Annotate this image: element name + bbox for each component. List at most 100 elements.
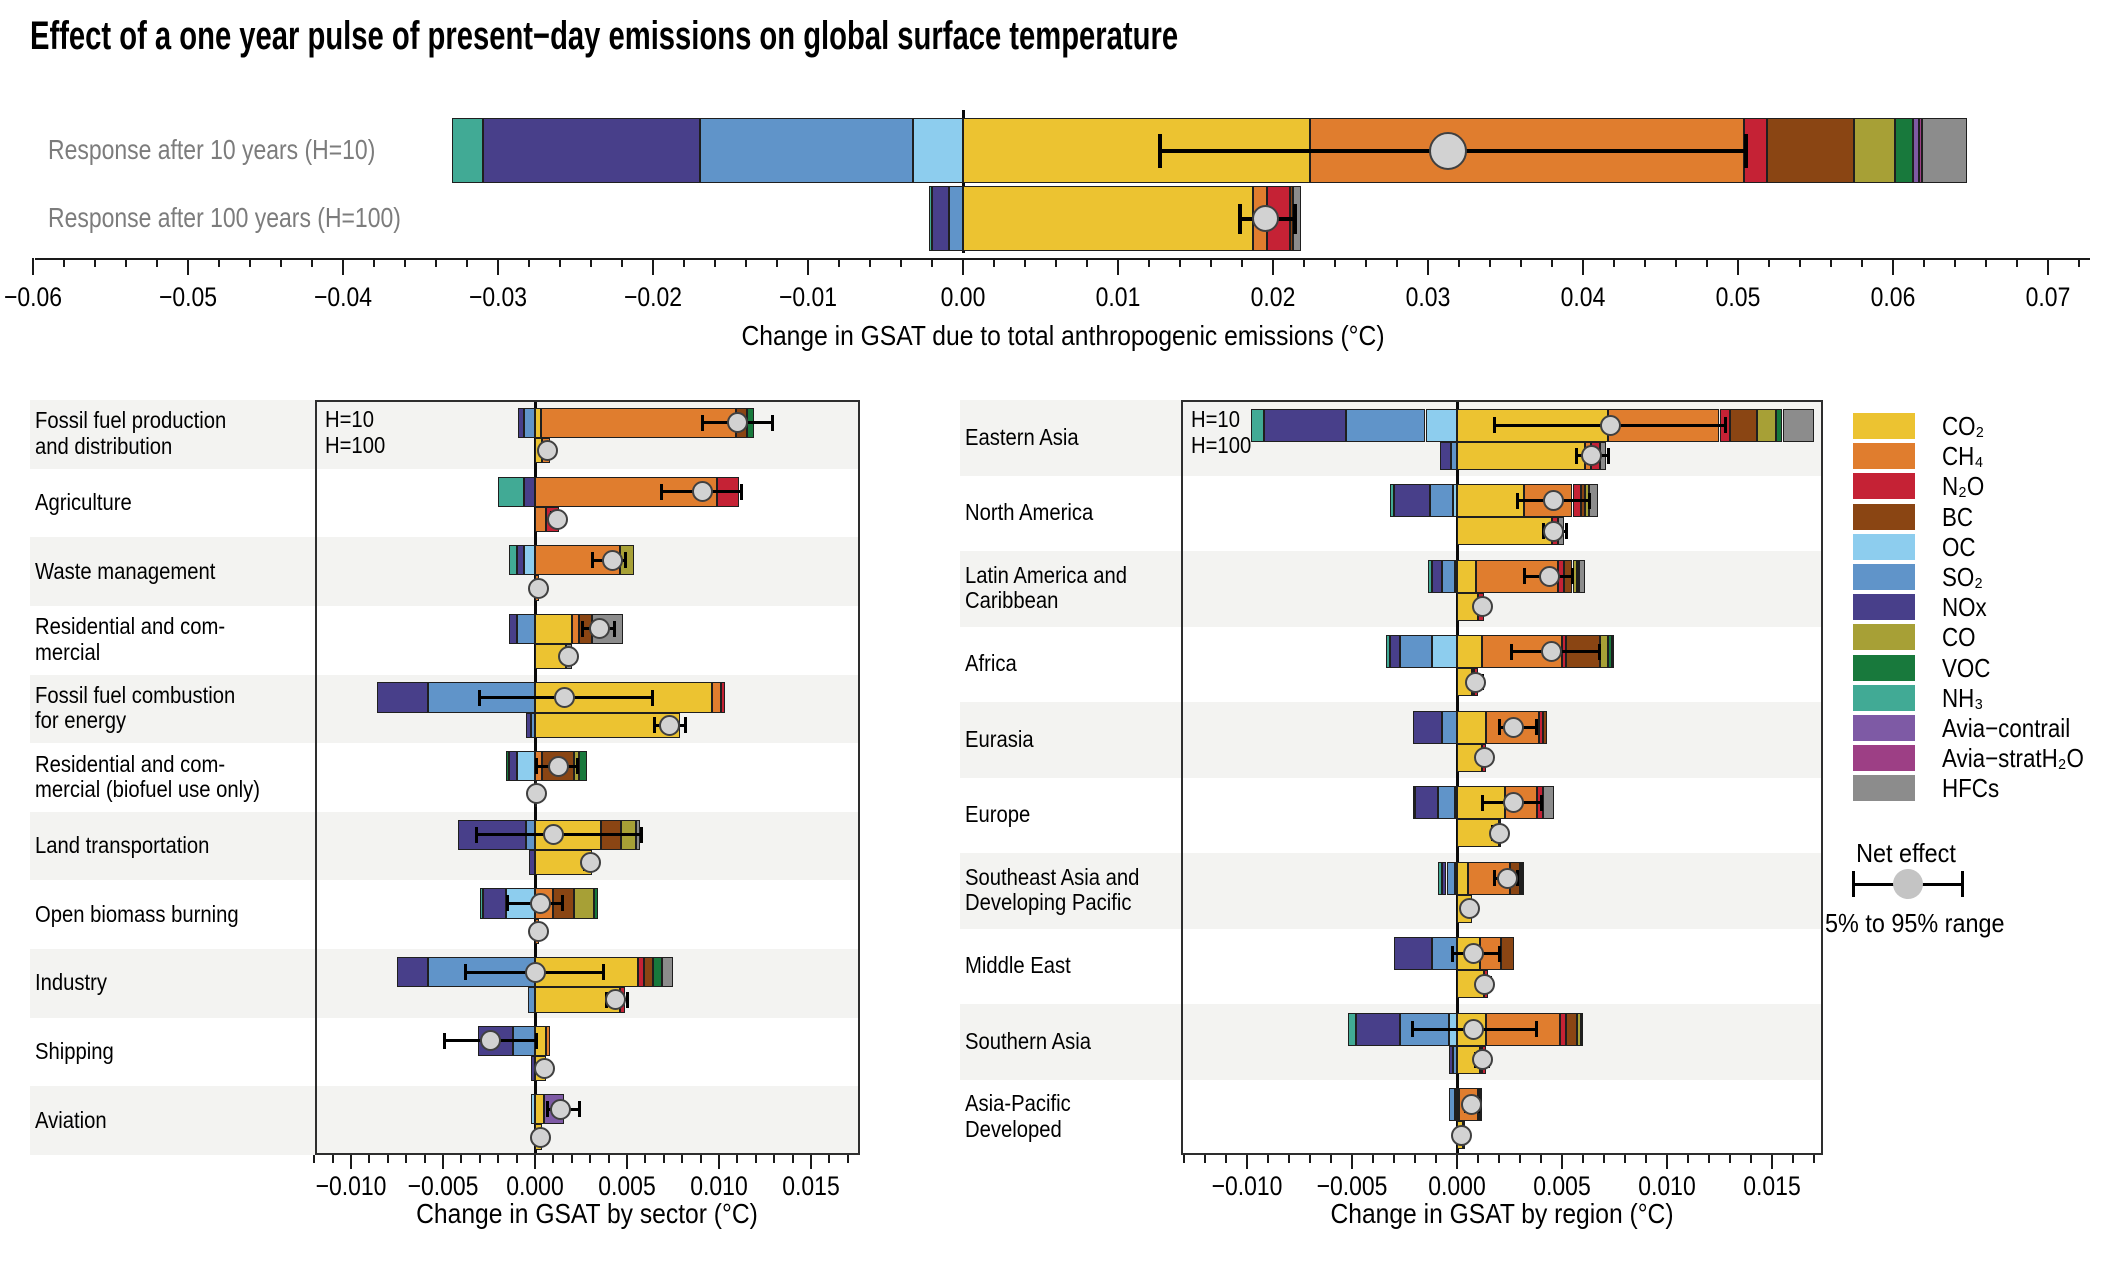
net-effect-dot — [553, 687, 575, 709]
axis-minor-tick — [1687, 1155, 1689, 1163]
axis-line — [35, 258, 2090, 260]
error-bar-cap — [535, 1032, 539, 1049]
horizon-annotation: H=10 H=100 — [325, 406, 386, 459]
error-bar-cap — [653, 717, 657, 734]
net-effect-dot — [1251, 205, 1279, 232]
bar-segment-CO — [1520, 861, 1523, 895]
axis-tick-label: 0.06 — [1870, 282, 1916, 312]
axis-minor-tick — [1148, 258, 1150, 267]
bar-segment-NOx — [1440, 441, 1451, 470]
error-bar-cap — [1493, 417, 1497, 434]
error-bar-cap — [1411, 1021, 1415, 1038]
axis-minor-tick — [828, 1155, 831, 1163]
error-bar-cap — [1535, 719, 1539, 736]
row-label: Middle East — [965, 952, 1071, 979]
row-label: Residential and com-mercial (biofuel use… — [35, 750, 260, 802]
bar-segment-CH4 — [571, 613, 580, 644]
axis-minor-tick — [662, 1155, 665, 1163]
net-effect-dot — [1538, 565, 1560, 587]
axis-minor-tick — [1954, 258, 1956, 267]
legend-swatch-CH4 — [1853, 443, 1915, 470]
legend-swatch-NOx — [1853, 594, 1915, 621]
axis-tick — [1427, 258, 1429, 275]
axis-tick — [350, 1155, 352, 1169]
axis-tick-label: −0.005 — [407, 1171, 479, 1201]
axis-minor-tick — [1624, 1155, 1626, 1163]
net-effect-dot — [1503, 792, 1525, 814]
legend-swatch-CO2 — [1853, 413, 1915, 439]
net-effect-dot — [528, 577, 550, 599]
bar-segment-OC — [516, 751, 535, 782]
total-axis-title: Change in GSAT due to total anthropogeni… — [740, 320, 1385, 351]
bar-segment-NOx — [932, 186, 950, 251]
row-band — [960, 702, 1823, 778]
net-effect-dot — [579, 852, 601, 874]
error-bar-cap — [770, 414, 774, 431]
bar-segment-NOx — [523, 476, 535, 507]
axis-tick — [32, 258, 34, 275]
net-effect-dot — [550, 1098, 572, 1120]
error-bar-cap — [478, 689, 482, 706]
row-label: Eurasia — [965, 725, 1034, 752]
bar-segment-CO — [1854, 118, 1895, 183]
axis-minor-tick — [773, 1155, 776, 1163]
axis-tick-label: 0.01 — [1095, 282, 1141, 312]
bar-segment-HFCs — [1612, 635, 1615, 669]
axis-minor-tick — [1498, 1155, 1500, 1163]
net-effect-dot — [557, 646, 579, 668]
error-bar-cap — [1238, 203, 1243, 234]
row-band — [30, 537, 860, 606]
net-effect-dot — [601, 549, 623, 571]
axis-tick — [534, 1155, 536, 1169]
bar-segment-NOx — [397, 956, 429, 988]
bar-segment-SO2 — [527, 987, 535, 1013]
row-label: Fossil fuel production and distribution — [35, 407, 227, 459]
axis-minor-tick — [497, 1155, 500, 1163]
axis-tick — [962, 258, 964, 275]
bar-segment-SO2 — [1450, 441, 1457, 470]
axis-tick — [810, 1155, 812, 1169]
axis-tick — [1272, 258, 1274, 275]
error-bar-cap — [1510, 643, 1514, 660]
error-bar-cap — [660, 483, 664, 500]
axis-minor-tick — [552, 1155, 555, 1163]
bar-segment-OC — [523, 545, 535, 576]
axis-tick-label: 0.04 — [1560, 282, 1606, 312]
legend-item-label: Avia−contrail — [1942, 713, 2071, 743]
bar-segment-NOx — [1263, 408, 1346, 442]
net-effect-dot — [530, 892, 552, 914]
axis-minor-tick — [1582, 1155, 1584, 1163]
axis-tick-label: −0.010 — [315, 1171, 387, 1201]
bar-segment-CO — [1576, 1012, 1581, 1046]
axis-minor-tick — [528, 258, 530, 267]
error-bar-cap — [581, 620, 585, 637]
bar-segment-SO2 — [1345, 408, 1426, 442]
axis-minor-tick — [900, 258, 902, 267]
bar-segment-NOx — [509, 613, 517, 644]
bar-segment-CO2 — [1457, 517, 1552, 546]
legend-item: HFCs — [1853, 773, 2113, 803]
net-effect-dot — [528, 920, 550, 942]
error-bar-cap — [1539, 794, 1543, 811]
bar-segment-VOC — [652, 956, 662, 988]
legend-swatch-stratH2O — [1853, 745, 1915, 772]
bar-segment-VOC — [1576, 559, 1579, 593]
net-effect-dot — [1543, 520, 1565, 542]
axis-minor-tick — [249, 258, 251, 267]
row-label: Southern Asia — [965, 1027, 1092, 1054]
bar-segment-CO2 — [535, 1094, 545, 1125]
net-effect-glyph-cap — [1851, 871, 1855, 897]
row-label: Eastern Asia — [965, 423, 1079, 450]
axis-minor-tick — [331, 1155, 334, 1163]
bar-segment-NH3 — [1412, 786, 1415, 820]
bar-segment-CH4 — [546, 1025, 550, 1056]
net-effect-dot — [1473, 747, 1495, 769]
net-effect-dot — [1543, 490, 1565, 512]
error-bar-cap — [463, 964, 467, 981]
axis-minor-tick — [1520, 258, 1522, 267]
error-bar-cap — [1743, 133, 1748, 168]
legend-swatch-N2O — [1853, 473, 1915, 500]
legend-swatch-contrail — [1853, 715, 1915, 741]
axis-tick — [187, 258, 189, 275]
axis-minor-tick — [699, 1155, 702, 1163]
